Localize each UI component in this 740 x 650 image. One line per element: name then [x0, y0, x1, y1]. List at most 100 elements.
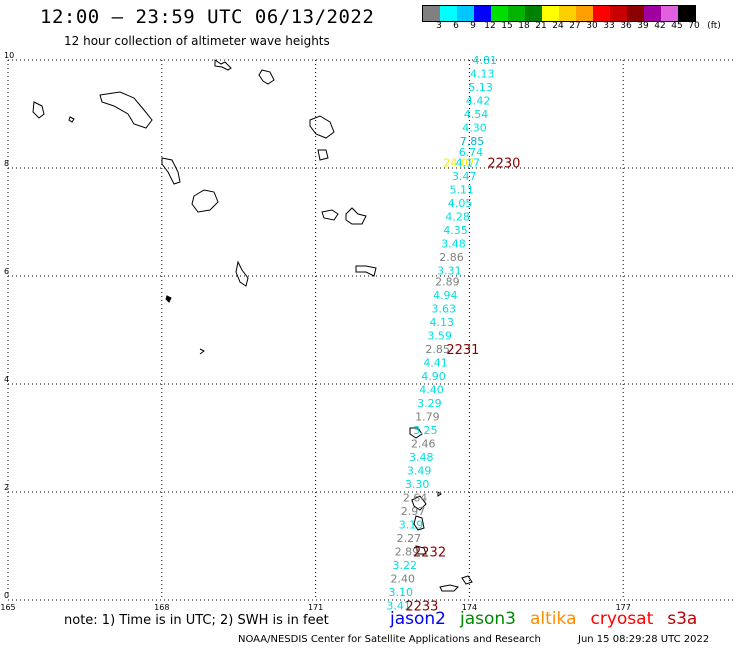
wave-height-value: 3.59 [427, 329, 452, 342]
colorbar-label: 21 [535, 21, 547, 31]
colorbar-swatch [678, 6, 695, 21]
wave-height-value: 4.41 [423, 356, 448, 369]
wave-height-value: 4.40 [419, 383, 444, 396]
wave-height-value: 2.64 [403, 491, 428, 504]
island-outline [437, 491, 442, 497]
colorbar-label: 9 [470, 21, 476, 31]
wave-height-value: 3.10 [388, 586, 413, 599]
wave-height-value: 5.13 [468, 81, 493, 94]
island-outline [355, 265, 377, 277]
island-outline [165, 295, 172, 303]
colorbar-swatch [474, 6, 491, 21]
colorbar-swatch [593, 6, 610, 21]
mission-legend-item: cryosat [590, 609, 654, 629]
colorbar-label: 39 [637, 21, 649, 31]
wave-height-value: 3.41 [386, 599, 411, 612]
latitude-tick-label: 2 [4, 483, 9, 492]
wave-height-value: 4.94 [433, 289, 458, 302]
colorbar-label: 24 [552, 21, 564, 31]
wave-height-value: 24.07 [443, 157, 475, 170]
colorbar-swatch [423, 6, 440, 21]
island-outline [415, 545, 427, 555]
wave-height-colorbar [422, 5, 696, 22]
wave-height-value: 6.74 [459, 146, 484, 159]
colorbar-label: 18 [518, 21, 530, 31]
wave-height-value: 2.85 [425, 343, 450, 356]
wave-height-value: 4.35 [443, 224, 468, 237]
wave-height-value: 7.85 [460, 135, 485, 148]
colorbar-label: 27 [569, 21, 581, 31]
colorbar-label: 36 [620, 21, 632, 31]
wave-height-value: 3.22 [393, 559, 418, 572]
island-outline [409, 427, 423, 439]
latitude-tick-label: 4 [4, 375, 9, 384]
wave-height-value: 5.11 [449, 184, 474, 197]
latitude-tick-label: 10 [4, 51, 14, 60]
wave-height-value: 3.47 [452, 170, 477, 183]
colorbar-label: 6 [453, 21, 459, 31]
island-outline [258, 69, 275, 85]
colorbar-swatch [542, 6, 559, 21]
wave-height-value: 3.30 [405, 478, 430, 491]
wave-height-value: 3.31 [437, 265, 462, 278]
colorbar-swatch [508, 6, 525, 21]
mission-legend-item: altika [530, 609, 577, 629]
map-subtitle: 12 hour collection of altimeter wave hei… [64, 34, 330, 48]
wave-height-value: 4.05 [448, 197, 473, 210]
wave-height-value: 4.17 [456, 157, 481, 170]
island-outline [214, 59, 232, 71]
colorbar-swatch [627, 6, 644, 21]
wave-height-value: 3.49 [407, 464, 432, 477]
colorbar-swatch [491, 6, 508, 21]
map-title: 12:00 – 23:59 UTC 06/13/2022 [40, 6, 375, 28]
wave-height-value: 3.25 [413, 424, 438, 437]
island-outline [411, 495, 427, 511]
colorbar-swatch [610, 6, 627, 21]
colorbar-label: 42 [654, 21, 666, 31]
colorbar-swatch [440, 6, 457, 21]
wave-height-value: 3.48 [409, 451, 434, 464]
colorbar-unit: (ft) [707, 21, 721, 31]
island-outline [321, 209, 339, 221]
island-outline [161, 157, 181, 185]
island-outline [345, 207, 367, 225]
longitude-tick-label: 177 [616, 603, 631, 612]
latitude-tick-label: 6 [4, 267, 9, 276]
colorbar-label: 3 [436, 21, 442, 31]
colorbar-swatch [576, 6, 593, 21]
longitude-tick-label: 171 [308, 603, 323, 612]
island-outline [199, 348, 205, 355]
wave-height-value: 3.63 [432, 302, 457, 315]
wave-height-value: 4.13 [429, 316, 454, 329]
colorbar-label: 15 [501, 21, 513, 31]
pass-time-labels: 2230 2231 2232 2233 [405, 157, 520, 615]
longitude-tick-label: 174 [462, 603, 477, 612]
wave-height-value: 2.89 [435, 275, 460, 288]
island-outline [191, 189, 219, 213]
pass-time-label: 2233 [405, 599, 438, 614]
latitude-tick-label: 0 [4, 591, 9, 600]
wave-height-value: 3.29 [417, 397, 442, 410]
pass-time-label: 2231 [446, 343, 479, 358]
longitude-tick-label: 165 [0, 603, 15, 612]
wave-height-value: 2.86 [439, 251, 464, 264]
wave-height-value: 4.28 [445, 211, 470, 224]
wave-height-value: 4.13 [470, 68, 495, 81]
wave-height-value: 4.42 [466, 95, 491, 108]
island-outline [461, 575, 473, 585]
wave-height-value: 2.97 [401, 505, 426, 518]
wave-height-value: 2.89 [395, 545, 420, 558]
credit-line: NOAA/NESDIS Center for Satellite Applica… [238, 634, 541, 645]
island-outline [413, 515, 425, 531]
island-outline [317, 149, 329, 161]
pass-time-label: 2230 [487, 157, 520, 172]
colorbar-label: 12 [484, 21, 496, 31]
wave-height-value: 4.90 [421, 370, 446, 383]
colorbar-swatch [525, 6, 542, 21]
wave-height-value: 2.27 [397, 532, 422, 545]
colorbar-label: 30 [586, 21, 598, 31]
altimeter-measurements: 4.814.135.134.424.544.307.856.7424.074.1… [386, 54, 497, 612]
map-grid: 165 168 171 174 177 0 2 4 6 8 10 [0, 51, 736, 612]
wave-height-value: 4.54 [464, 108, 489, 121]
